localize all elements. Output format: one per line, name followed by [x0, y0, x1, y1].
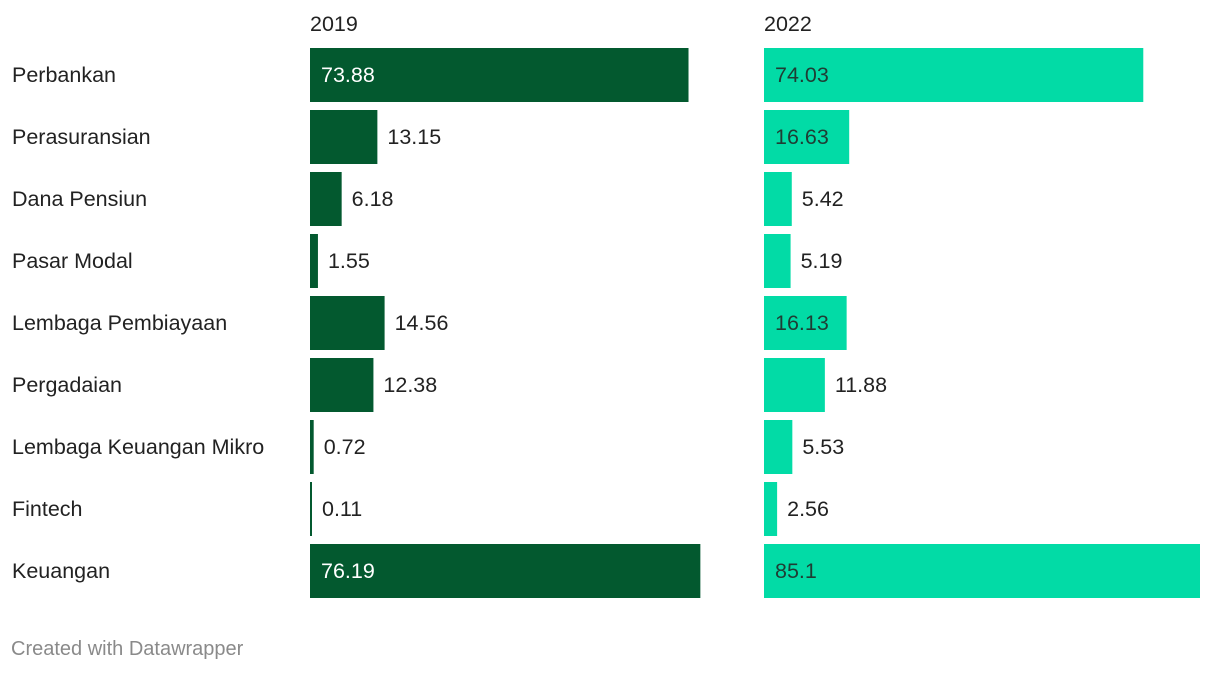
bar-2019-perasuransian — [310, 110, 378, 164]
category-label-perbankan: Perbankan — [12, 63, 116, 87]
value-label-2022-lembaga-pembiayaan: 16.13 — [775, 311, 829, 335]
bar-2019-fintech — [310, 482, 312, 536]
value-label-2019-lembaga-keuangan-mikro: 0.72 — [324, 435, 366, 459]
panel-header-2022: 2022 — [764, 12, 812, 36]
bar-2019-lembaga-keuangan-mikro — [310, 420, 314, 474]
panel-header-2019: 2019 — [310, 12, 358, 36]
bar-2022-perasuransian — [764, 110, 850, 164]
bar-2022-fintech — [764, 482, 778, 536]
value-label-2022-pergadaian: 11.88 — [835, 373, 887, 397]
bar-2019-dana-pensiun — [310, 172, 342, 226]
value-label-2019-pergadaian: 12.38 — [383, 373, 437, 397]
value-label-2022-fintech: 2.56 — [787, 497, 829, 521]
category-label-lembaga-keuangan-mikro: Lembaga Keuangan Mikro — [12, 435, 264, 459]
value-label-2022-perasuransian: 16.63 — [775, 125, 829, 149]
value-label-2019-keuangan: 76.19 — [321, 559, 375, 583]
category-label-keuangan: Keuangan — [12, 559, 110, 583]
footer-credit: Created with Datawrapper — [11, 638, 244, 660]
bar-2019-perbankan — [310, 48, 689, 102]
category-label-pergadaian: Pergadaian — [12, 373, 122, 397]
value-label-2019-perbankan: 73.88 — [321, 63, 375, 87]
category-label-lembaga-pembiayaan: Lembaga Pembiayaan — [12, 311, 227, 335]
bar-2022-perbankan — [764, 48, 1144, 102]
category-label-fintech: Fintech — [12, 497, 83, 521]
bar-2022-pasar-modal — [764, 234, 791, 288]
value-label-2019-lembaga-pembiayaan: 14.56 — [395, 311, 449, 335]
bar-2019-lembaga-pembiayaan — [310, 296, 385, 350]
value-label-2022-keuangan: 85.1 — [775, 559, 817, 583]
value-label-2022-pasar-modal: 5.19 — [801, 249, 843, 273]
bar-2022-pergadaian — [764, 358, 825, 412]
bar-2019-pergadaian — [310, 358, 374, 412]
value-label-2022-lembaga-keuangan-mikro: 5.53 — [802, 435, 844, 459]
value-label-2022-dana-pensiun: 5.42 — [802, 187, 844, 211]
bar-2022-lembaga-keuangan-mikro — [764, 420, 793, 474]
value-label-2019-dana-pensiun: 6.18 — [352, 187, 394, 211]
bar-2022-keuangan — [764, 544, 1200, 598]
value-label-2019-perasuransian: 13.15 — [387, 125, 441, 149]
bar-2019-pasar-modal — [310, 234, 318, 288]
value-label-2019-fintech: 0.11 — [322, 497, 362, 521]
bar-2022-lembaga-pembiayaan — [764, 296, 847, 350]
value-label-2019-pasar-modal: 1.55 — [328, 249, 370, 273]
category-label-dana-pensiun: Dana Pensiun — [12, 187, 147, 211]
bar-2022-dana-pensiun — [764, 172, 792, 226]
category-label-perasuransian: Perasuransian — [12, 125, 151, 149]
category-label-pasar-modal: Pasar Modal — [12, 249, 133, 273]
value-label-2022-perbankan: 74.03 — [775, 63, 829, 87]
bar-2019-keuangan — [310, 544, 701, 598]
